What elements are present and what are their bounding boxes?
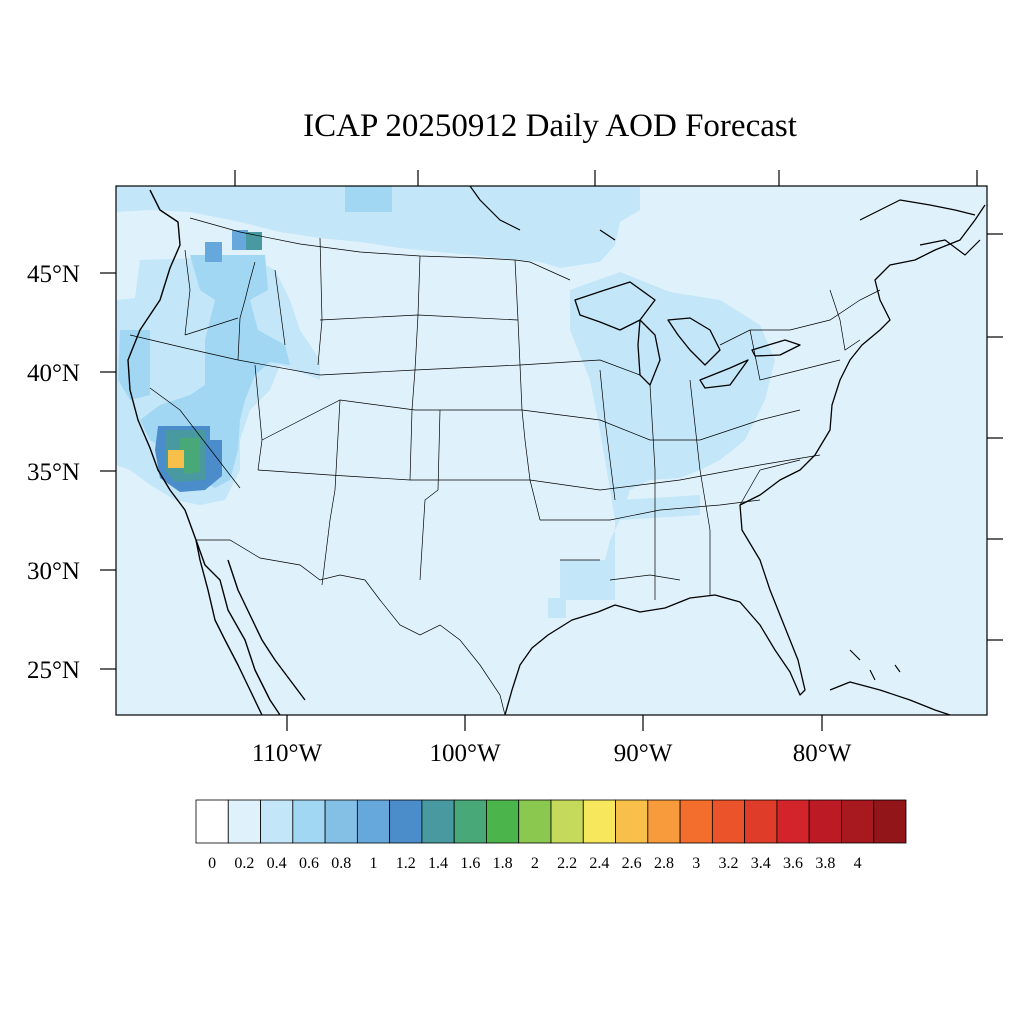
colorbar-label: 4 bbox=[854, 855, 862, 872]
colorbar-swatch bbox=[679, 799, 713, 844]
colorbar-label: 0.2 bbox=[234, 855, 254, 872]
plume-sierra-core bbox=[180, 438, 200, 474]
colorbar-swatch bbox=[808, 799, 842, 844]
colorbar-swatch bbox=[776, 799, 810, 844]
coastlines bbox=[127, 186, 986, 715]
map-title: ICAP 20250912 Daily AOD Forecast bbox=[303, 108, 797, 144]
plume-south-strip bbox=[560, 560, 612, 578]
colorbar-label: 2.2 bbox=[557, 855, 577, 872]
colorbar-swatch bbox=[550, 799, 584, 844]
colorbar-swatch bbox=[518, 799, 552, 844]
colorbar-swatch bbox=[453, 799, 487, 844]
bottom-ticks bbox=[286, 715, 823, 731]
colorbar-label: 0.4 bbox=[267, 855, 287, 872]
colorbar-swatch bbox=[356, 799, 391, 844]
colorbar-swatch bbox=[486, 799, 520, 844]
left-ticks bbox=[100, 272, 116, 670]
colorbar-swatch bbox=[227, 799, 261, 844]
colorbar-label: 3.2 bbox=[719, 855, 739, 872]
plume-idaho-edge bbox=[232, 230, 248, 250]
colorbar-swatch bbox=[841, 799, 875, 844]
lon-label: 80°W bbox=[793, 740, 852, 767]
colorbar-label: 1.8 bbox=[493, 855, 513, 872]
colorbar-label: 3.6 bbox=[783, 855, 803, 872]
colorbar: 0 0.2 0.4 0.6 0.8 1 1.2 1.4 1.6 1.8 2 2.2 2.4 2.6 2.8 3… bbox=[195, 799, 907, 872]
colorbar-swatch bbox=[873, 799, 907, 844]
colorbar-label: 2.4 bbox=[589, 855, 609, 872]
colorbar-label: 3.4 bbox=[751, 855, 771, 872]
colorbar-label: 2.8 bbox=[654, 855, 674, 872]
colorbar-swatch bbox=[324, 799, 358, 844]
longitude-labels: 110°W 100°W 90°W 80°W bbox=[252, 740, 852, 767]
colorbar-label: 0.8 bbox=[331, 855, 351, 872]
colorbar-label: 2.6 bbox=[622, 855, 642, 872]
lat-label: 45°N bbox=[27, 261, 80, 288]
right-ticks bbox=[987, 233, 1003, 641]
colorbar-label: 1.2 bbox=[396, 855, 416, 872]
colorbar-swatch bbox=[389, 799, 423, 844]
colorbar-swatch bbox=[744, 799, 778, 844]
plume-gulf-patch bbox=[548, 598, 566, 618]
plume-sierra-peak bbox=[168, 450, 184, 468]
plume-midwest bbox=[560, 272, 775, 600]
colorbar-swatch bbox=[292, 799, 326, 844]
colorbar-swatch bbox=[615, 799, 649, 844]
lon-label: 110°W bbox=[252, 740, 323, 767]
lat-label: 40°N bbox=[27, 360, 80, 387]
colorbar-swatch bbox=[711, 799, 746, 844]
plume-northern-idaho bbox=[246, 232, 262, 250]
latitude-labels: 45°N 40°N 35°N 30°N 25°N bbox=[27, 261, 80, 684]
lat-label: 30°N bbox=[27, 558, 80, 585]
state-boundaries bbox=[129, 217, 881, 715]
lon-label: 100°W bbox=[429, 740, 500, 767]
colorbar-label: 3.8 bbox=[815, 855, 835, 872]
aod-field bbox=[116, 186, 775, 618]
plume-washington bbox=[205, 242, 222, 262]
plume-north-strip bbox=[345, 186, 392, 212]
colorbar-label: 1.6 bbox=[460, 855, 480, 872]
colorbar-label: 3 bbox=[692, 855, 700, 872]
colorbar-swatch bbox=[582, 799, 616, 844]
lat-label: 35°N bbox=[27, 459, 80, 486]
colorbar-swatch bbox=[647, 799, 681, 844]
plume-northern-band bbox=[116, 186, 640, 268]
colorbar-label: 1 bbox=[370, 855, 378, 872]
colorbar-label: 0.6 bbox=[299, 855, 319, 872]
top-ticks bbox=[234, 170, 978, 186]
plume-coast-oregon bbox=[118, 330, 150, 400]
lat-label: 25°N bbox=[27, 657, 80, 684]
colorbar-swatch bbox=[195, 799, 229, 844]
colorbar-label: 0 bbox=[208, 855, 216, 872]
colorbar-label: 2 bbox=[531, 855, 539, 872]
colorbar-label: 1.4 bbox=[428, 855, 448, 872]
colorbar-swatch bbox=[260, 799, 294, 844]
map-frame bbox=[115, 185, 988, 716]
lon-label: 90°W bbox=[614, 740, 673, 767]
colorbar-swatch bbox=[421, 799, 455, 844]
